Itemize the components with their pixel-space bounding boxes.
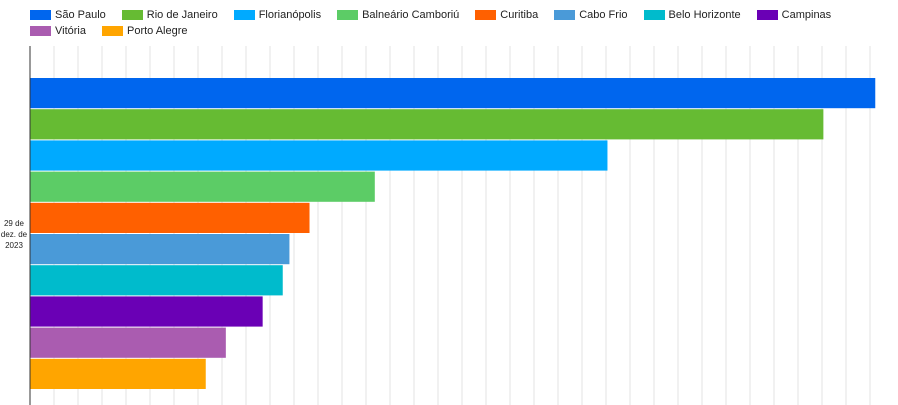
legend-swatch	[756, 10, 778, 20]
legend-item[interactable]: Rio de Janeiro	[121, 8, 218, 22]
bar-campinas[interactable]	[30, 296, 263, 327]
legend-swatch	[101, 26, 123, 36]
legend-label: Campinas	[781, 9, 832, 21]
legend-item[interactable]: São Paulo	[30, 8, 106, 22]
legend-label: Balneário Camboriú	[362, 9, 460, 21]
chart-legend: São Paulo Rio de Janeiro Florianópolis Baln…	[30, 8, 890, 38]
category-label: 29 de dez. de 2023	[0, 218, 28, 251]
category-label-line: 29 de	[3, 218, 25, 228]
legend-swatch	[30, 26, 51, 36]
legend-label: Belo Horizonte	[668, 9, 741, 21]
legend-swatch	[121, 10, 143, 20]
bar-porto-alegre[interactable]	[30, 358, 206, 389]
legend-swatch	[554, 10, 576, 20]
legend-item[interactable]: Vitória	[30, 24, 86, 38]
bar-sao-paulo[interactable]	[30, 78, 876, 109]
legend-item[interactable]: Belo Horizonte	[643, 8, 741, 22]
legend-item[interactable]: Porto Alegre	[101, 24, 188, 38]
legend-label: Cabo Frio	[579, 9, 628, 21]
legend-label: Vitória	[55, 25, 86, 37]
legend-swatch	[643, 10, 665, 20]
bar-cabo-frio[interactable]	[30, 234, 290, 265]
legend-item[interactable]: Curitiba	[475, 8, 538, 22]
bar-balneario-camboriu[interactable]	[30, 171, 375, 202]
legend-label: Curitiba	[500, 9, 539, 21]
legend-item[interactable]: Florianópolis	[233, 8, 322, 22]
category-label-line: 2023	[5, 240, 23, 250]
legend-item[interactable]: Campinas	[756, 8, 832, 22]
legend-swatch	[337, 10, 359, 20]
legend-label: Porto Alegre	[126, 25, 188, 37]
legend-swatch	[30, 10, 51, 20]
legend-item[interactable]: Cabo Frio	[554, 8, 628, 22]
bar-rio-de-janeiro[interactable]	[30, 109, 824, 140]
legend-label: São Paulo	[55, 9, 106, 21]
bar-florianopolis[interactable]	[30, 140, 608, 171]
legend-label: Florianópolis	[258, 9, 322, 21]
legend-swatch	[233, 10, 255, 20]
legend-swatch	[475, 10, 497, 20]
bar-curitiba[interactable]	[30, 202, 310, 233]
legend-label: Rio de Janeiro	[146, 9, 218, 21]
category-label-line: dez. de	[0, 229, 28, 239]
legend-item[interactable]: Balneário Camboriú	[337, 8, 459, 22]
bar-vitoria[interactable]	[30, 327, 226, 358]
bar-belo-horizonte[interactable]	[30, 265, 283, 296]
